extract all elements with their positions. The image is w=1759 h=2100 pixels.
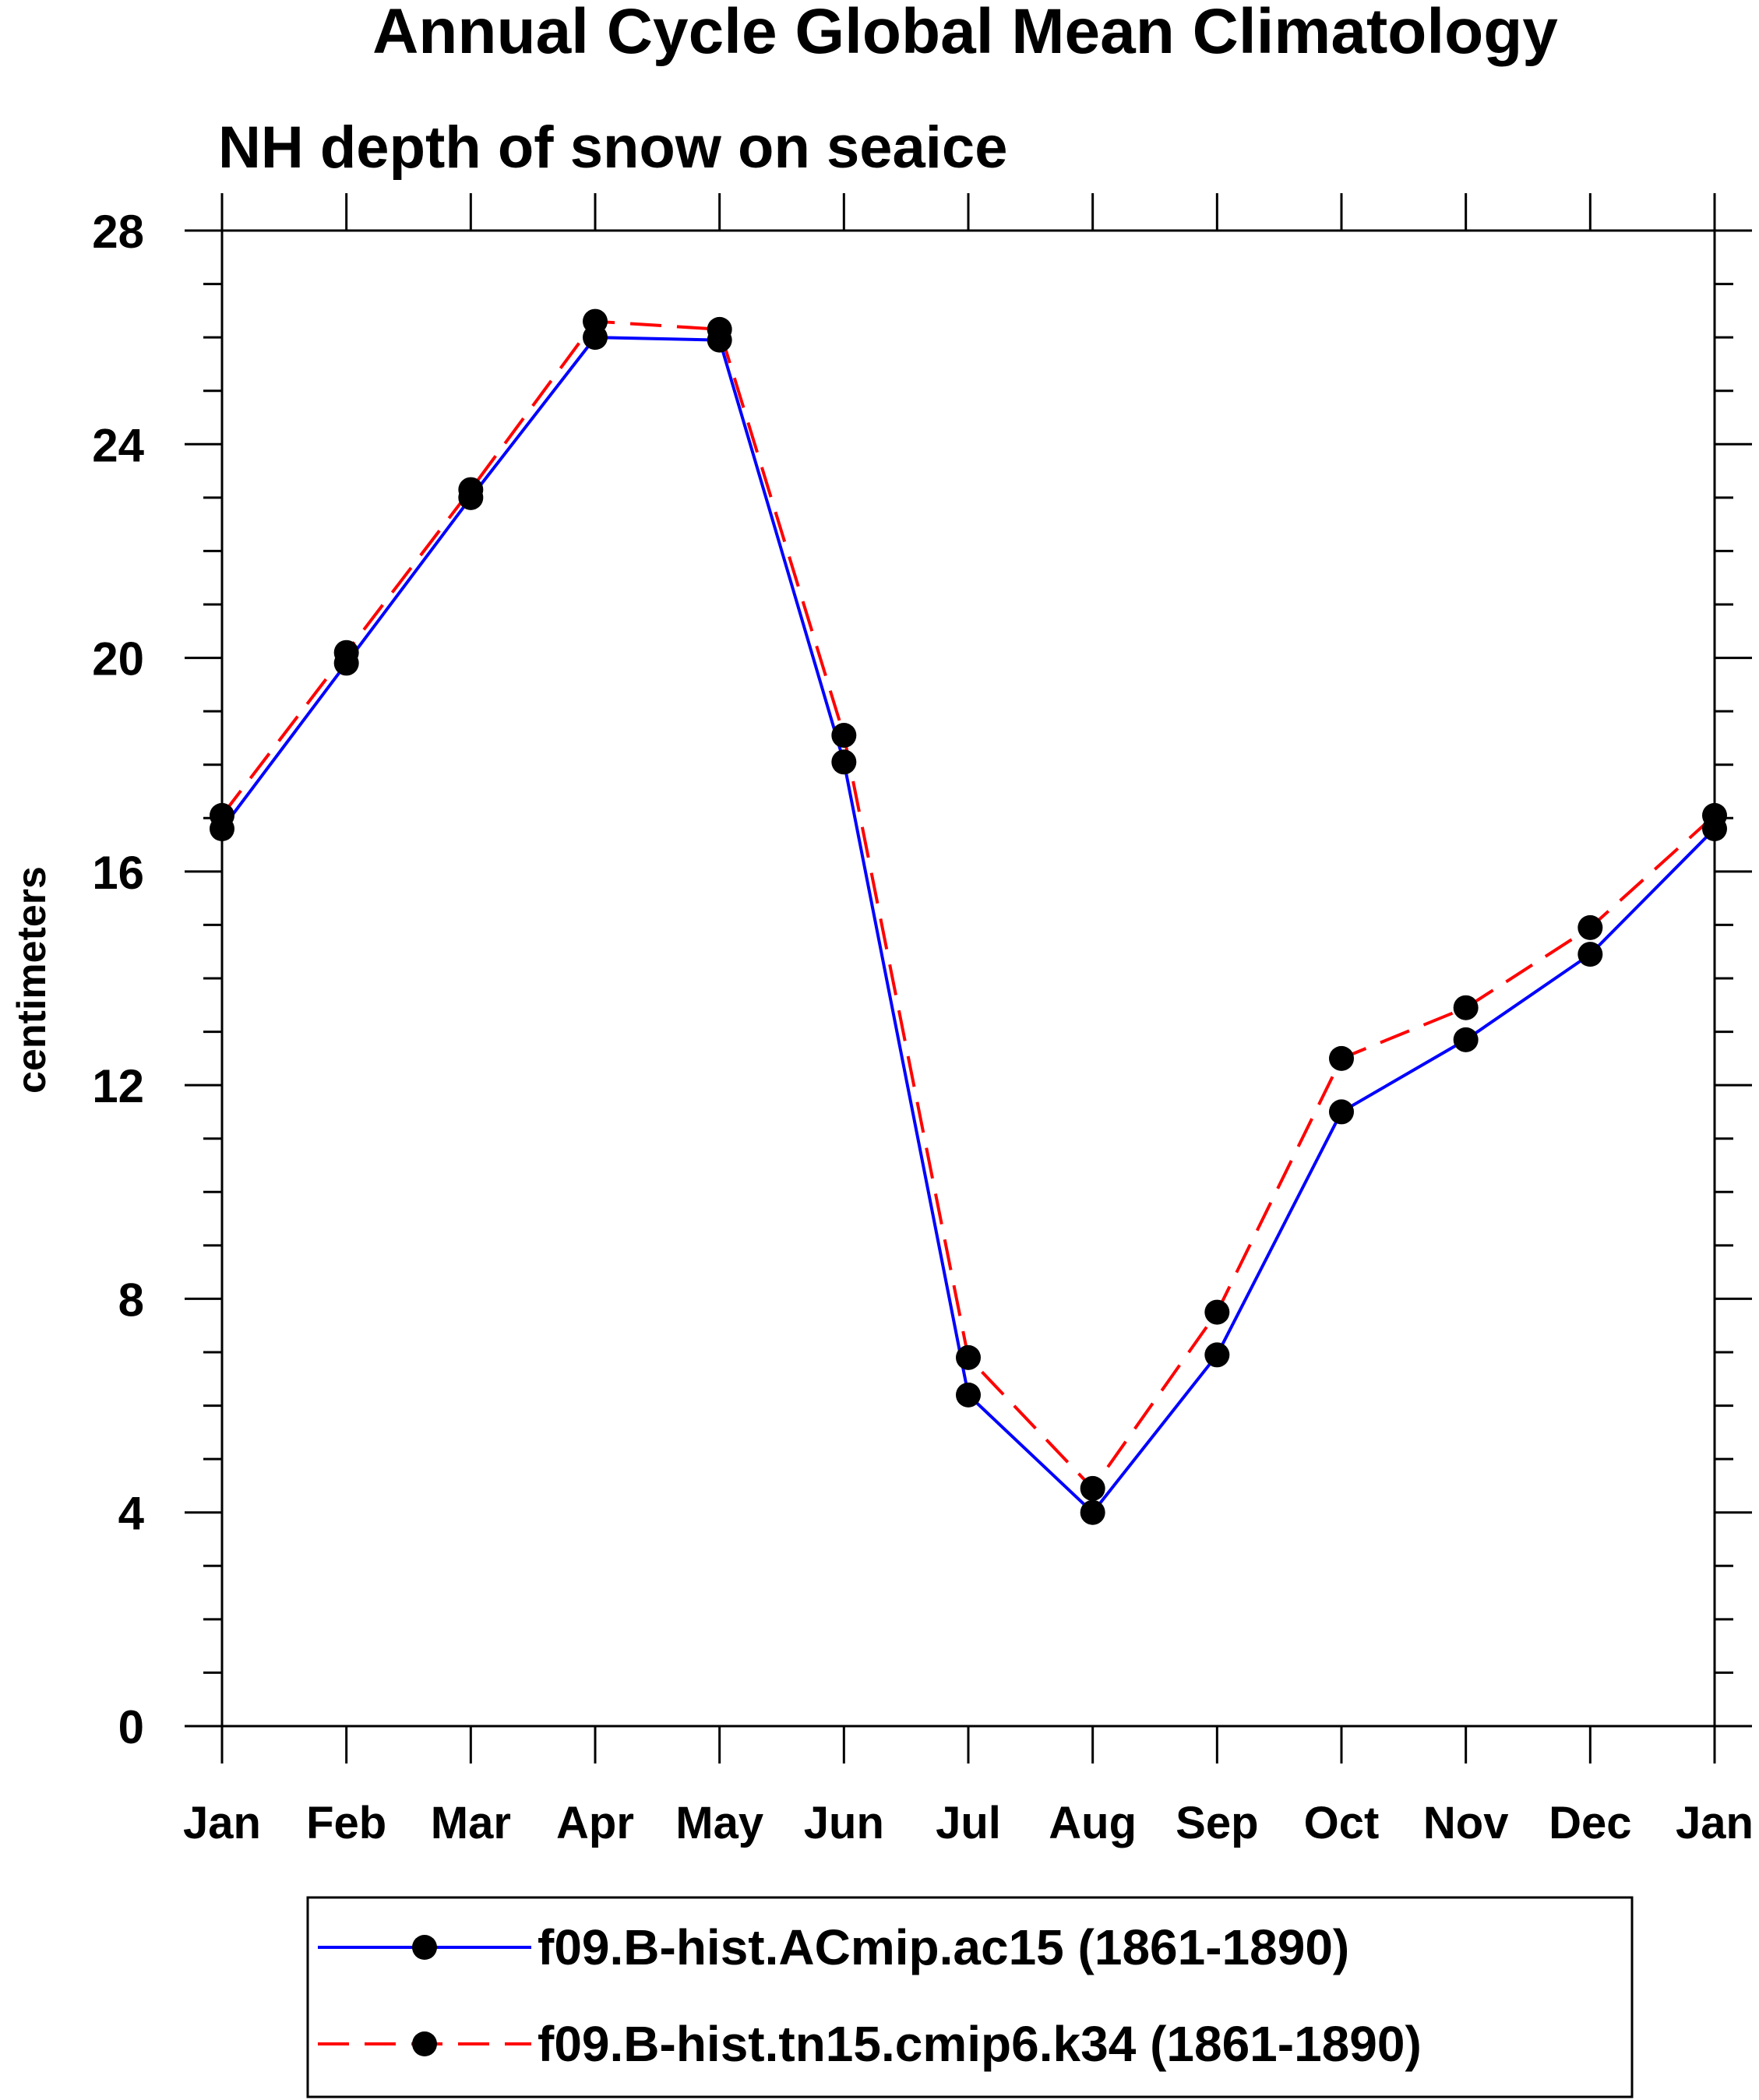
x-tick-label: Oct [1304,1798,1380,1848]
axis-ticks: 0 4 8 12 16 20 24 28 Jan Feb Mar Apr May Jun Jul Aug Sep… [92,193,1754,1848]
series-2-point [210,802,234,828]
series-2-point [1577,914,1603,940]
series-line-2 [220,319,1716,1490]
legend-box [306,1896,1634,2098]
legend-label-2: f09.B-hist.tn15.cmip6.k34 (1861-1890) [538,2016,1422,2072]
series-2-point [1453,995,1479,1020]
x-tick-label: Feb [306,1798,386,1848]
x-tick-label: Jul [936,1798,1001,1848]
x-tick-label: Jan [1676,1798,1754,1848]
series-2-point [1702,802,1727,828]
x-tick-label: Nov [1423,1798,1509,1848]
series-1-point [1204,1342,1230,1368]
series-1-point [1453,1027,1479,1052]
series-1-point [956,1382,981,1408]
y-tick-label: 8 [118,1274,144,1326]
plot-frame [220,229,1716,1728]
series-2-point [333,640,359,665]
x-tick-label: Mar [431,1798,511,1848]
x-tick-label: May [675,1798,763,1848]
y-axis-label: centimeters [9,866,55,1094]
x-tick-label: Sep [1176,1798,1258,1848]
y-tick-label: 24 [92,419,144,471]
x-tick-label: Apr [556,1798,634,1848]
series-1-point [831,749,857,775]
x-tick-label: Aug [1049,1798,1137,1848]
y-tick-label: 28 [92,206,144,258]
x-tick-label: Jun [804,1798,884,1848]
series-2-point [1204,1299,1230,1325]
y-tick-label: 4 [118,1488,145,1540]
series-2-point [956,1344,981,1370]
series-layer [210,308,1727,1525]
series-1-point [1329,1099,1354,1125]
legend-marker-1 [412,1935,437,1960]
legend-label-1: f09.B-hist.ACmip.ac15 (1861-1890) [538,1919,1349,1975]
series-2-point [1080,1475,1105,1501]
series-line-1 [220,336,1716,1514]
legend: f09.B-hist.ACmip.ac15 (1861-1890) f09.B-h… [306,1896,1634,2098]
series-2-point [458,477,484,502]
y-tick-label: 0 [118,1701,144,1753]
series-2-point [1329,1045,1354,1071]
x-tick-label: Jan [183,1798,261,1848]
chart-subtitle: NH depth of snow on seaice [218,115,1007,181]
y-tick-label: 20 [92,633,144,685]
series-2-point [707,316,732,342]
series-1-point [1080,1499,1105,1525]
series-1-point [1577,942,1603,967]
series-2-point [583,308,608,334]
series-2-point [831,723,857,748]
legend-marker-2 [412,2031,437,2056]
x-tick-label: Dec [1549,1798,1631,1848]
y-tick-label: 12 [92,1060,144,1112]
y-tick-label: 16 [92,847,144,899]
chart-title: Annual Cycle Global Mean Climatology [372,0,1558,67]
